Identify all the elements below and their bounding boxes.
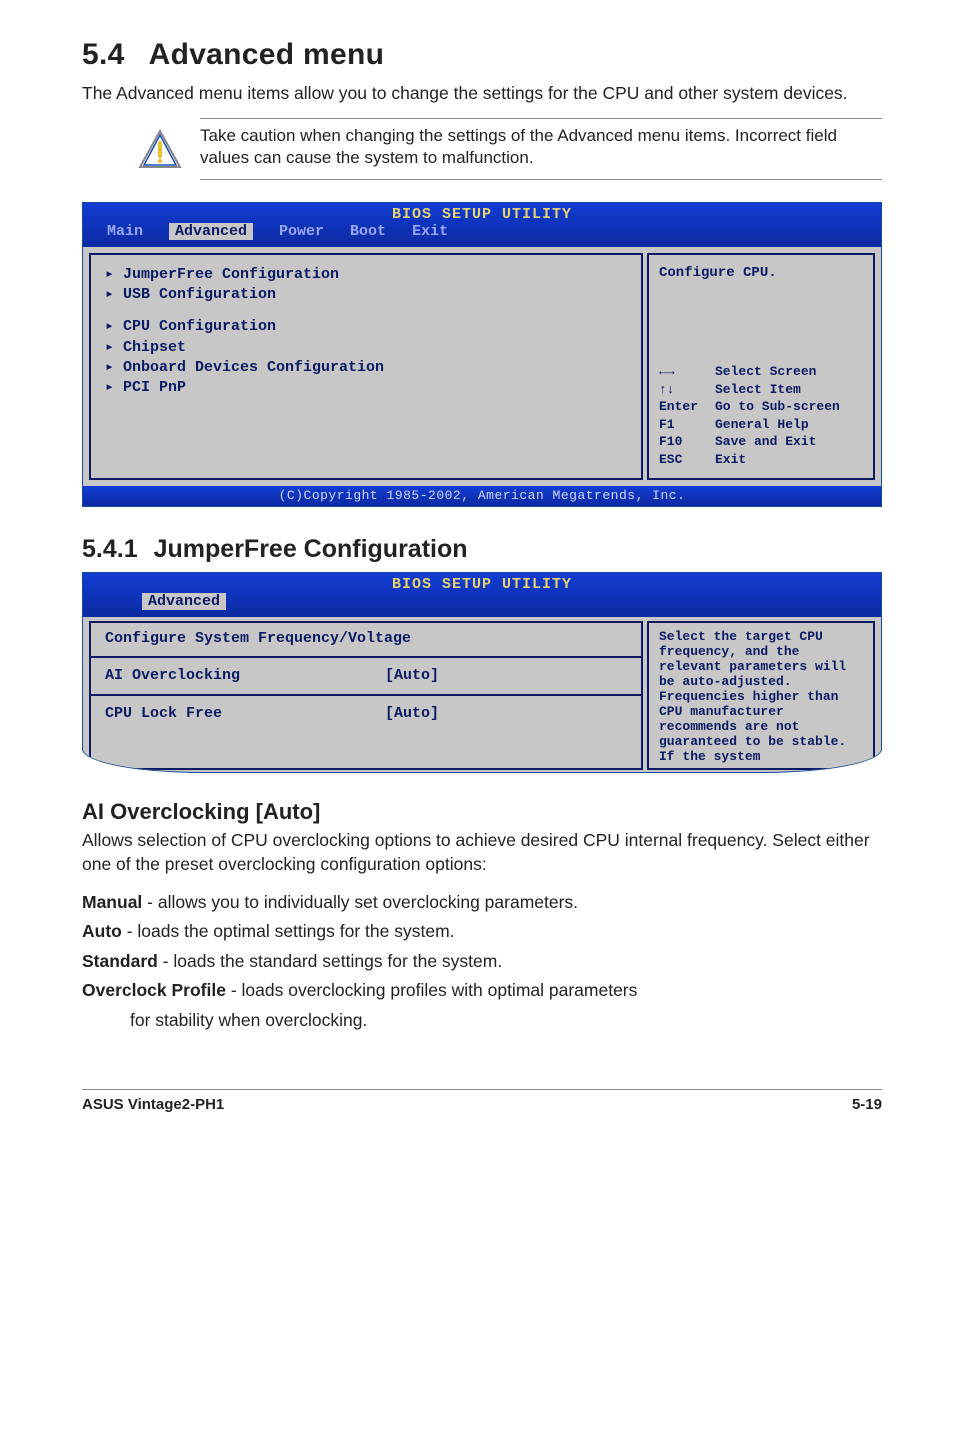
- option-heading: AI Overclocking [Auto]: [82, 799, 882, 825]
- bios-adv-heading: Configure System Frequency/Voltage: [105, 629, 629, 649]
- footer-left: ASUS Vintage2-PH1: [82, 1096, 224, 1113]
- caution-callout: Take caution when changing the settings …: [138, 118, 882, 180]
- def-standard-text: - loads the standard settings for the sy…: [158, 951, 502, 971]
- nav-key-arrows-v: ↑↓: [659, 381, 715, 399]
- bios-footer: (C)Copyright 1985-2002, American Megatre…: [83, 486, 881, 506]
- definitions: Manual - allows you to individually set …: [82, 891, 882, 1033]
- caution-text: Take caution when changing the settings …: [200, 118, 882, 180]
- bios-right-pane: Configure CPU. ←→Select Screen ↑↓Select …: [647, 253, 875, 481]
- subsection-title-text: JumperFree Configuration: [154, 535, 468, 563]
- bios-right-desc: Configure CPU.: [659, 265, 865, 281]
- bios-adv-tabs: X Advanced: [93, 593, 871, 612]
- bios-advanced-panel: BIOS SETUP UTILITY X Advanced Configure …: [82, 572, 882, 773]
- bios-adv-titlebar: BIOS SETUP UTILITY X Advanced: [83, 573, 881, 617]
- nav-label-save: Save and Exit: [715, 433, 816, 451]
- bios-item-cpu[interactable]: CPU Configuration: [105, 317, 629, 337]
- bios-item-pci[interactable]: PCI PnP: [105, 378, 629, 398]
- bios-adv-right-text: Select the target CPU frequency, and the…: [659, 629, 865, 764]
- def-auto-term: Auto: [82, 921, 122, 941]
- bios-adv-k-cpu: CPU Lock Free: [105, 704, 385, 724]
- bios-nav-list: ←→Select Screen ↑↓Select Item EnterGo to…: [659, 363, 865, 468]
- nav-key-enter: Enter: [659, 398, 715, 416]
- caution-icon: [138, 129, 182, 169]
- bios-adv-right-pane: Select the target CPU frequency, and the…: [647, 621, 875, 770]
- subsection-number: 5.4.1: [82, 535, 138, 563]
- nav-label-subscreen: Go to Sub-screen: [715, 398, 840, 416]
- bios-tab-main[interactable]: Main: [107, 223, 143, 240]
- bios-body: JumperFree Configuration USB Configurati…: [83, 247, 881, 487]
- def-overclock: Overclock Profile - loads overclocking p…: [82, 979, 882, 1003]
- subsection-title: 5.4.1 JumperFree Configuration: [82, 535, 882, 564]
- option-para: Allows selection of CPU overclocking opt…: [82, 829, 882, 876]
- intro-para: The Advanced menu items allow you to cha…: [82, 82, 882, 106]
- bios-item-usb[interactable]: USB Configuration: [105, 285, 629, 305]
- bios-adv-k-ai: AI Overclocking: [105, 666, 385, 686]
- nav-label-select-screen: Select Screen: [715, 363, 816, 381]
- section-title: 5.4 Advanced menu: [82, 38, 882, 72]
- nav-key-f1: F1: [659, 416, 715, 434]
- bios-adv-row-ai[interactable]: AI Overclocking [Auto]: [105, 664, 629, 688]
- nav-key-arrows-h: ←→: [659, 363, 715, 381]
- bios-main-panel: BIOS SETUP UTILITY Main Advanced Power B…: [82, 202, 882, 508]
- def-standard: Standard - loads the standard settings f…: [82, 950, 882, 974]
- def-manual-text: - allows you to individually set overclo…: [142, 892, 578, 912]
- bios-adv-title: BIOS SETUP UTILITY: [93, 576, 871, 593]
- def-oc-cont: for stability when overclocking.: [82, 1009, 882, 1033]
- bios-tab-exit[interactable]: Exit: [412, 223, 448, 240]
- bios-titlebar: BIOS SETUP UTILITY Main Advanced Power B…: [83, 203, 881, 247]
- def-standard-term: Standard: [82, 951, 158, 971]
- bios-item-onboard[interactable]: Onboard Devices Configuration: [105, 358, 629, 378]
- bios-title-text: BIOS SETUP UTILITY: [93, 206, 871, 223]
- def-auto: Auto - loads the optimal settings for th…: [82, 920, 882, 944]
- section-number: 5.4: [82, 38, 125, 71]
- def-oc-term: Overclock Profile: [82, 980, 226, 1000]
- bios-tab-advanced[interactable]: Advanced: [169, 223, 253, 240]
- bios-left-pane: JumperFree Configuration USB Configurati…: [89, 253, 643, 481]
- def-manual-term: Manual: [82, 892, 142, 912]
- bios-tab-power[interactable]: Power: [279, 223, 324, 240]
- bios-adv-tab-advanced[interactable]: Advanced: [142, 593, 226, 610]
- bios-adv-v-cpu: [Auto]: [385, 704, 439, 724]
- nav-key-esc: ESC: [659, 451, 715, 469]
- bios-tab-boot[interactable]: Boot: [350, 223, 386, 240]
- nav-label-select-item: Select Item: [715, 381, 801, 399]
- section-title-text: Advanced menu: [149, 38, 385, 71]
- bios-item-chipset[interactable]: Chipset: [105, 338, 629, 358]
- def-auto-text: - loads the optimal settings for the sys…: [122, 921, 455, 941]
- bios-tabs: Main Advanced Power Boot Exit: [93, 223, 871, 242]
- nav-label-exit: Exit: [715, 451, 746, 469]
- nav-label-help: General Help: [715, 416, 809, 434]
- nav-key-f10: F10: [659, 433, 715, 451]
- bios-item-jumperfree[interactable]: JumperFree Configuration: [105, 265, 629, 285]
- page-footer: ASUS Vintage2-PH1 5-19: [82, 1089, 882, 1113]
- bios-adv-row-cpu[interactable]: CPU Lock Free [Auto]: [105, 702, 629, 726]
- def-manual: Manual - allows you to individually set …: [82, 891, 882, 915]
- bios-adv-v-ai: [Auto]: [385, 666, 439, 686]
- footer-right: 5-19: [852, 1096, 882, 1113]
- bios-adv-left-pane: Configure System Frequency/Voltage AI Ov…: [89, 621, 643, 770]
- def-oc-text: - loads overclocking profiles with optim…: [226, 980, 637, 1000]
